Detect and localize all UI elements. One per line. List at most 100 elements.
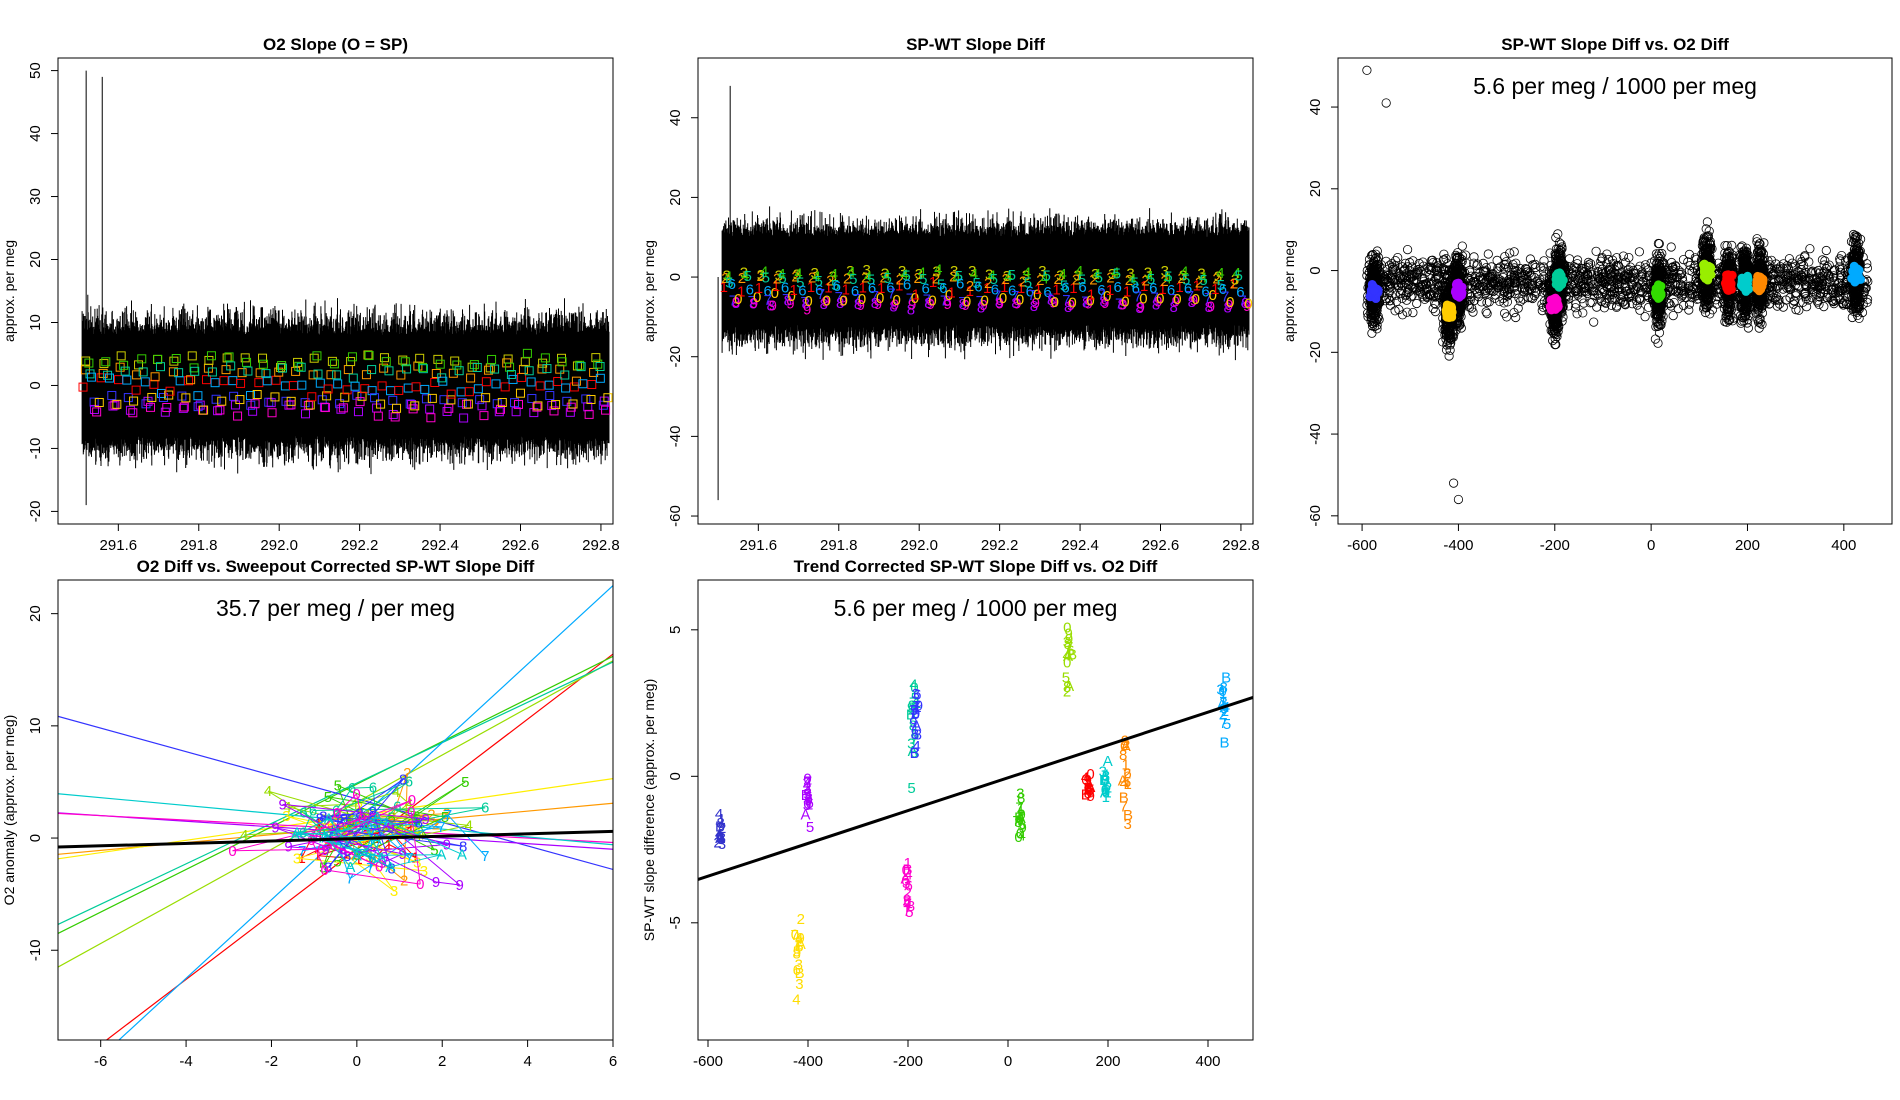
marker-label: 2 — [1036, 272, 1044, 289]
marker-label: 7 — [764, 292, 772, 309]
scatter-point — [1389, 264, 1399, 274]
marker-square — [294, 361, 304, 371]
marker-square — [425, 404, 435, 414]
marker-label: 2 — [1141, 272, 1149, 289]
marker-square — [396, 370, 406, 380]
marker-label: 0 — [1068, 294, 1076, 311]
marker-square — [566, 402, 576, 412]
marker-square — [370, 393, 380, 403]
marker-square — [405, 399, 415, 409]
marker-label: 0 — [734, 291, 742, 308]
scatter-point — [1819, 301, 1829, 312]
marker-label: 9 — [857, 297, 865, 314]
marker-square — [535, 381, 545, 391]
marker-label: 6 — [833, 278, 841, 295]
scatter-point — [1408, 256, 1418, 266]
scatter-point — [1432, 270, 1443, 280]
scatter-point — [1772, 283, 1782, 293]
scatter-point — [1673, 272, 1683, 282]
scatter-point — [1504, 289, 1514, 300]
marker-square — [190, 366, 200, 376]
scatter-point — [1588, 279, 1598, 289]
marker-label: 6 — [1097, 282, 1105, 299]
scatter-point — [1667, 263, 1677, 273]
scatter-point — [1485, 285, 1495, 295]
scatter-point — [1684, 265, 1695, 275]
marker-label: 2 — [1230, 276, 1238, 293]
scatter-point — [1787, 258, 1797, 268]
scatter-point — [1783, 276, 1793, 286]
marker-square — [147, 392, 157, 402]
marker-square — [595, 362, 605, 372]
marker-square — [400, 357, 410, 367]
marker-label: 8 — [943, 293, 951, 310]
scatter-point — [1371, 253, 1381, 263]
scatter-point — [1520, 269, 1530, 280]
scatter-point — [1680, 286, 1690, 296]
marker-square — [360, 384, 370, 394]
marker-square — [500, 382, 510, 392]
y-tick-label: -40 — [667, 426, 684, 448]
marker-square — [568, 399, 578, 409]
marker-label: 5 — [796, 274, 804, 291]
marker-label: 6 — [1167, 282, 1175, 299]
marker-label: 6 — [798, 282, 806, 299]
scatter-point — [1634, 247, 1645, 257]
scatter-point — [1572, 309, 1582, 319]
scatter-point — [1613, 260, 1623, 271]
marker-label: 1 — [1193, 278, 1201, 295]
marker-square — [506, 370, 516, 380]
scatter-point — [1442, 327, 1453, 337]
marker-square — [571, 376, 581, 386]
scatter-point — [1685, 260, 1695, 271]
marker-label: 5 — [973, 275, 981, 292]
scatter-point — [1554, 238, 1565, 248]
marker-square — [140, 377, 150, 387]
marker-label: 3 — [828, 269, 836, 286]
scatter-point — [1367, 321, 1378, 331]
scatter-point — [1789, 296, 1799, 306]
marker-label: 4 — [1164, 270, 1172, 287]
marker-label: 8 — [802, 295, 810, 312]
scatter-point — [1684, 299, 1695, 309]
marker-square — [418, 362, 428, 372]
scatter-point — [1510, 271, 1520, 281]
scatter-point — [1474, 275, 1484, 285]
scatter-point — [1482, 308, 1492, 319]
scatter-point — [1430, 298, 1440, 308]
marker-label: 9 — [1137, 299, 1145, 316]
marker-square — [120, 366, 130, 376]
marker-square — [469, 360, 479, 370]
marker-square — [533, 401, 543, 411]
marker-square — [569, 382, 579, 392]
marker-label: 4 — [777, 266, 785, 283]
marker-label: 3 — [1073, 268, 1081, 285]
marker-label: 6 — [1132, 280, 1140, 297]
marker-label: 2 — [1160, 273, 1168, 290]
marker-label: 1 — [1211, 281, 1219, 298]
marker-square — [408, 404, 418, 414]
marker-label: 6 — [1026, 283, 1034, 300]
marker-label: 3 — [1108, 266, 1116, 283]
marker-label: 9 — [1207, 298, 1215, 315]
marker-label: 8 — [784, 292, 792, 309]
marker-label: 4 — [1041, 271, 1049, 288]
marker-label: 3 — [1197, 265, 1205, 282]
marker-square — [128, 408, 138, 418]
marker-label: 7 — [853, 291, 861, 308]
marker-square — [158, 392, 168, 402]
scatter-point — [1387, 259, 1397, 269]
marker-square — [199, 405, 209, 415]
scatter-point — [1829, 296, 1839, 307]
marker-label: 2 — [1195, 275, 1203, 292]
marker-label: 3 — [1144, 264, 1152, 281]
marker-label: 8 — [1241, 295, 1249, 312]
scatter-point — [1666, 242, 1676, 252]
scatter-point — [1640, 260, 1651, 270]
marker-square — [542, 364, 552, 374]
marker-label: 4 — [1128, 271, 1136, 288]
scatter-point — [1781, 271, 1791, 281]
scatter-point — [1475, 285, 1485, 295]
scatter-point — [1519, 287, 1529, 297]
marker-label: 1 — [1106, 282, 1114, 299]
